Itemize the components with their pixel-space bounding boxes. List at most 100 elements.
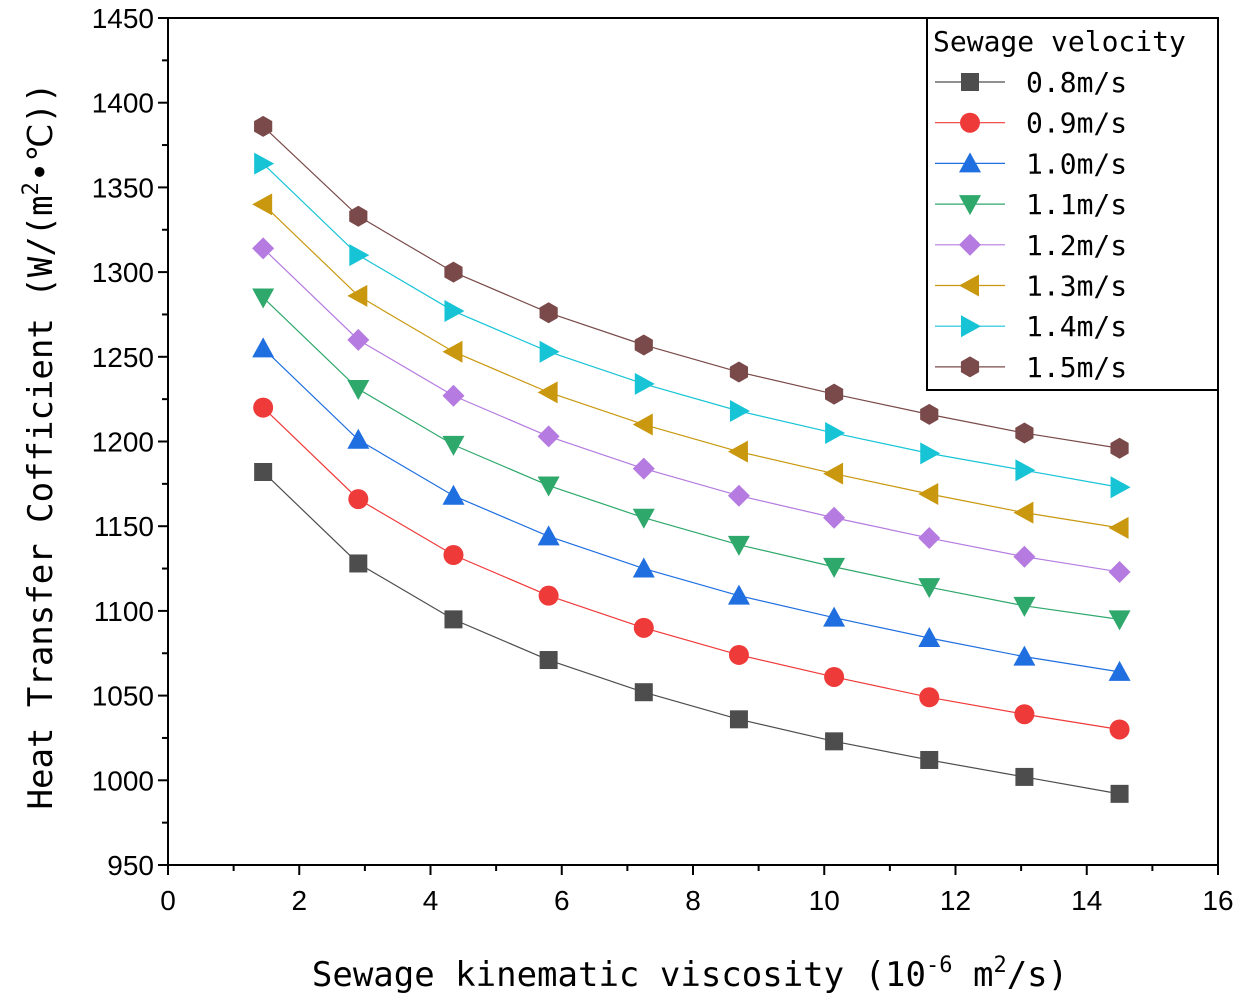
data-point <box>347 284 368 307</box>
legend-marker <box>961 315 981 338</box>
data-point <box>727 584 750 605</box>
y-tick-label: 1100 <box>94 596 154 627</box>
data-point <box>825 383 844 405</box>
data-point <box>1109 719 1130 740</box>
legend-label: 1.0m/s <box>1026 147 1127 180</box>
legend-marker <box>961 73 979 91</box>
data-point <box>1108 660 1131 681</box>
data-point <box>539 302 558 324</box>
legend-label: 0.8m/s <box>1026 66 1127 99</box>
series-1.5m/s <box>254 115 1129 459</box>
data-point <box>347 428 370 449</box>
legend-marker <box>959 195 981 216</box>
data-point <box>823 506 846 529</box>
data-point <box>919 687 940 708</box>
data-point <box>442 484 465 505</box>
legend-label: 1.1m/s <box>1026 188 1127 221</box>
data-point <box>918 483 939 506</box>
x-tick-label: 0 <box>160 885 176 916</box>
data-point <box>825 422 846 445</box>
series-layer <box>252 115 1131 803</box>
data-point <box>254 152 275 175</box>
y-tick-label: 1150 <box>94 511 154 542</box>
series-line <box>262 407 1120 731</box>
data-point <box>824 666 845 687</box>
data-point <box>537 525 560 546</box>
data-point <box>825 732 844 751</box>
x-tick-label: 6 <box>554 885 570 916</box>
data-point <box>634 683 653 702</box>
legend-marker <box>959 233 981 256</box>
data-point <box>632 508 655 529</box>
data-point <box>728 644 749 665</box>
data-point <box>727 484 750 507</box>
x-tick-label: 2 <box>291 885 307 916</box>
axes-layer: 0 2 4 6 8 10 12 14 16 950 1000 1050 1100 1150 1200 1250… <box>92 3 1234 916</box>
data-point <box>443 544 464 565</box>
data-point <box>729 400 750 423</box>
y-tick-label: 1000 <box>92 765 154 796</box>
series-line <box>262 471 1120 795</box>
data-point <box>1110 784 1129 803</box>
data-point <box>442 384 465 407</box>
y-tick-label: 1350 <box>92 172 154 203</box>
data-point <box>918 527 941 550</box>
data-point <box>1108 516 1129 539</box>
legend-label: 1.2m/s <box>1026 229 1127 262</box>
data-point <box>349 244 370 267</box>
data-point <box>1013 645 1036 666</box>
y-tick-label: 950 <box>107 850 154 881</box>
data-point <box>727 535 750 556</box>
data-point <box>1013 545 1036 568</box>
legend-marker <box>959 274 979 297</box>
data-point <box>634 372 655 395</box>
series-0.8m/s <box>254 462 1129 803</box>
y-tick-label: 1050 <box>92 681 154 712</box>
data-point <box>254 462 273 481</box>
series-1.3m/s <box>252 193 1129 539</box>
legend-marker <box>960 356 980 378</box>
y-tick-label: 1300 <box>92 257 154 288</box>
series-line <box>262 347 1120 673</box>
series-1.4m/s <box>254 152 1131 499</box>
y-tick-label: 1400 <box>92 88 154 119</box>
data-point <box>920 403 939 425</box>
series-1.0m/s <box>252 337 1131 681</box>
data-point <box>442 340 463 363</box>
y-axis-title: Heat Transfer Cofficient (W/(m2•℃)) <box>19 83 61 810</box>
x-axis-title: Sewage kinematic viscosity (10-6 m2/s) <box>312 953 1068 994</box>
data-point <box>537 476 560 497</box>
legend-marker <box>959 152 981 173</box>
y-tick-label: 1200 <box>92 427 154 458</box>
x-tick-label: 8 <box>685 885 701 916</box>
series-line <box>262 297 1120 620</box>
data-point <box>252 237 275 260</box>
legend: Sewage velocity 0.8m/s 0.9m/s 1.0m/s 1.1m/s 1… <box>926 17 1219 391</box>
data-point <box>347 379 370 400</box>
data-point <box>538 585 559 606</box>
data-point <box>1015 767 1034 786</box>
data-point <box>444 261 463 283</box>
y-tick-label: 1250 <box>92 342 154 373</box>
x-tick-label: 10 <box>809 885 840 916</box>
data-point <box>632 557 655 578</box>
data-point <box>632 457 655 480</box>
x-tick-label: 16 <box>1202 885 1233 916</box>
legend-marker <box>960 112 980 133</box>
data-point <box>1014 704 1035 725</box>
data-point <box>1110 437 1129 459</box>
data-point <box>254 115 273 137</box>
data-point <box>1013 501 1034 524</box>
data-point <box>537 425 560 448</box>
data-point <box>1013 596 1036 617</box>
series-line <box>262 125 1120 449</box>
data-point <box>539 340 560 363</box>
series-line <box>262 247 1120 573</box>
legend-label: 1.5m/s <box>1026 351 1127 384</box>
data-point <box>632 413 653 436</box>
data-point <box>918 578 941 599</box>
x-tick-label: 4 <box>423 885 439 916</box>
data-point <box>1015 459 1036 482</box>
series-0.9m/s <box>253 397 1130 740</box>
